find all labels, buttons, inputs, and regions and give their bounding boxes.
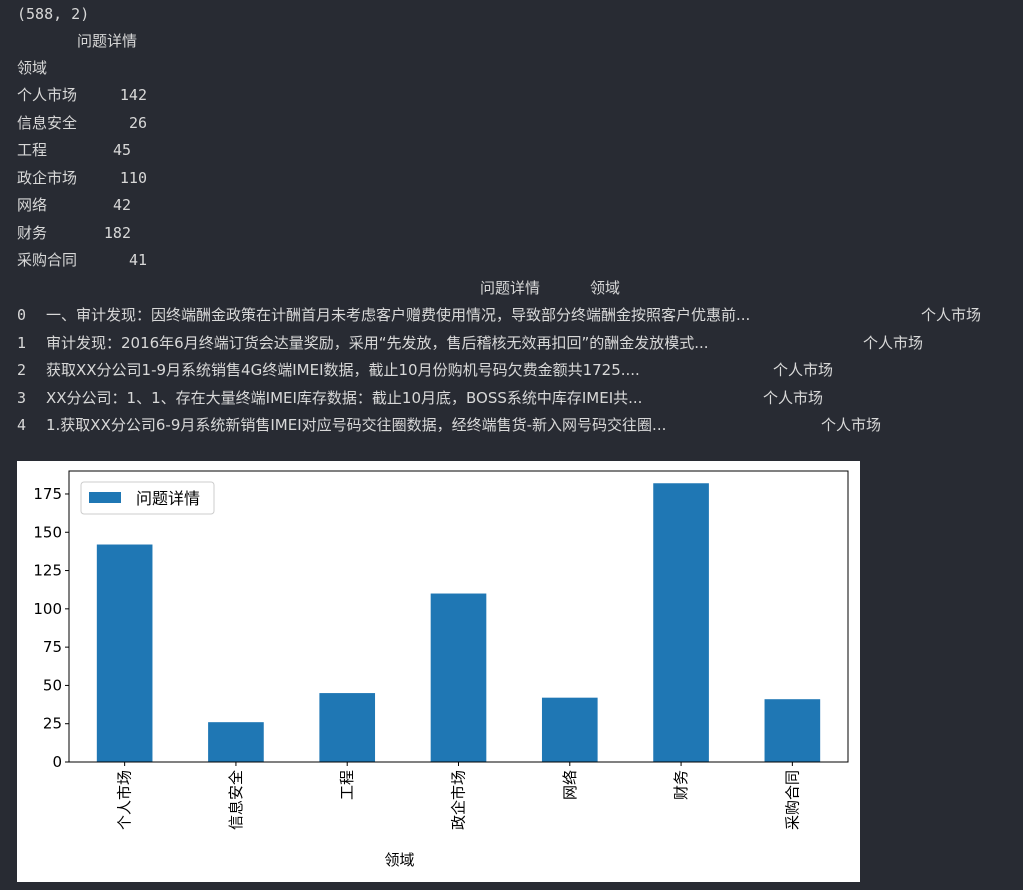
legend-swatch xyxy=(89,492,121,503)
value-count-label: 采购合同 xyxy=(17,251,78,269)
bar-4 xyxy=(541,697,598,762)
series-header: 问题详情 xyxy=(77,32,138,50)
df-row-index: 0 xyxy=(17,306,27,324)
index-name: 领域 xyxy=(17,59,48,77)
y-tick-label: 50 xyxy=(43,676,62,694)
value-count-value: 41 xyxy=(128,251,147,269)
bar-6 xyxy=(764,699,821,762)
value-count-value: 26 xyxy=(128,114,147,132)
df-column-domain: 领域 xyxy=(590,279,621,297)
x-tick-label: 个人市场 xyxy=(116,770,134,830)
x-tick-label: 信息安全 xyxy=(227,770,245,830)
df-row-domain: 个人市场 xyxy=(763,389,824,407)
df-row-index: 2 xyxy=(17,361,27,379)
bar-chart-svg: 0 25 50 75 100 125 150 175 个人市场 信息安全 工程 政企市场 网络 财务 采购合… xyxy=(33,470,849,869)
bar-5 xyxy=(653,483,709,762)
df-row-domain: 个人市场 xyxy=(773,361,834,379)
df-row-index: 1 xyxy=(17,334,27,352)
x-tick-label: 政企市场 xyxy=(450,770,468,830)
df-row-domain: 个人市场 xyxy=(821,416,882,434)
x-tick-label: 网络 xyxy=(561,770,579,800)
y-tick-label: 75 xyxy=(43,638,62,656)
df-row-detail: 审计发现：2016年6月终端订货会达量奖励，采用“先发放，售后稽核无效再扣回”的… xyxy=(46,334,709,352)
df-row-detail: 获取XX分公司1-9月系统销售4G终端IMEI数据，截止10月份购机号码欠费金额… xyxy=(46,361,640,379)
df-row-detail: XX分公司：1、1、存在大量终端IMEI库存数据：截止10月底，BOSS系统中库… xyxy=(46,389,643,407)
value-count-value: 42 xyxy=(112,196,131,214)
value-count-label: 工程 xyxy=(17,141,48,159)
df-row-detail: 一、审计发现：因终端酬金政策在计酬首月未考虑客户赠费使用情况，导致部分终端酬金按… xyxy=(46,306,751,324)
x-axis-label: 领域 xyxy=(384,851,414,869)
df-row-detail: 1.获取XX分公司6-9月系统新销售IMEI对应号码交往圈数据，经终端售货-新入… xyxy=(46,416,667,434)
legend-label: 问题详情 xyxy=(136,489,200,508)
legend-box xyxy=(80,481,215,515)
value-count-label: 个人市场 xyxy=(17,86,78,104)
bar-2 xyxy=(319,693,376,762)
x-tick-label: 采购合同 xyxy=(783,770,801,830)
y-tick-label: 25 xyxy=(43,715,62,733)
value-count-label: 信息安全 xyxy=(17,114,78,132)
y-tick-label: 175 xyxy=(33,485,62,503)
value-count-value: 142 xyxy=(119,86,147,104)
df-row-index: 3 xyxy=(17,389,27,407)
bar-chart: 0 25 50 75 100 125 150 175 个人市场 信息安全 工程 政企市场 网络 财务 采购合… xyxy=(17,461,860,882)
y-tick-label: 150 xyxy=(33,523,62,541)
x-tick-label: 工程 xyxy=(338,770,356,800)
value-count-value: 110 xyxy=(119,169,147,187)
value-count-value: 182 xyxy=(103,224,131,242)
df-row-domain: 个人市场 xyxy=(921,306,982,324)
value-count-label: 网络 xyxy=(17,196,48,214)
bar-3 xyxy=(430,593,487,762)
df-row-index: 4 xyxy=(17,416,27,434)
y-tick-label: 100 xyxy=(33,600,62,618)
df-column-detail: 问题详情 xyxy=(480,279,541,297)
value-count-label: 财务 xyxy=(17,224,48,242)
value-count-value: 45 xyxy=(112,141,131,159)
value-count-label: 政企市场 xyxy=(17,169,78,187)
df-row-domain: 个人市场 xyxy=(863,334,924,352)
bar-1 xyxy=(208,722,264,762)
shape-output: (588, 2) xyxy=(17,5,90,23)
bar-0 xyxy=(96,544,153,762)
x-tick-label: 财务 xyxy=(672,770,690,800)
y-tick-label: 125 xyxy=(33,562,62,580)
y-tick-label: 0 xyxy=(52,753,62,771)
